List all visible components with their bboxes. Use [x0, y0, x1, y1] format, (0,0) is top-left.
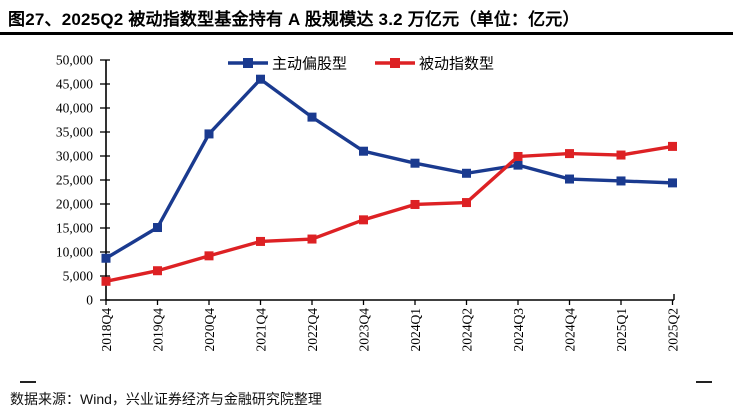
- x-axis-tick-label: 2019Q4: [151, 308, 166, 352]
- title-divider: [0, 32, 733, 35]
- x-axis-tick-label: 2024Q1: [408, 308, 423, 352]
- series-active-marker: [153, 223, 162, 233]
- series-passive-marker: [101, 276, 111, 286]
- series-active-marker: [204, 129, 214, 139]
- series-active-marker: [616, 176, 626, 186]
- x-axis-tick-label: 2024Q2: [460, 308, 475, 352]
- series-active-marker: [256, 74, 265, 84]
- legend-marker-swatch: [390, 58, 400, 68]
- y-axis-tick-label: 25,000: [56, 173, 93, 188]
- y-axis-tick-label: 35,000: [56, 125, 93, 140]
- series-active-marker: [513, 160, 523, 170]
- series-passive-marker: [204, 251, 214, 261]
- y-axis-tick-label: 45,000: [56, 77, 93, 92]
- chart-legend: 主动偏股型 被动指数型: [228, 56, 494, 73]
- series-passive-marker: [359, 215, 368, 225]
- series-passive-marker: [616, 150, 626, 160]
- x-axis: 2018Q4 2019Q4 2020Q4 2021Q4 2022Q4 2023Q4 2024…: [99, 300, 681, 352]
- data-source-note: 数据来源：Wind，兴业证券经济与金融研究院整理: [10, 391, 322, 407]
- figure-title: 图27、2025Q2 被动指数型基金持有 A 股规模达 3.2 万亿元（单位：亿…: [8, 10, 580, 29]
- x-axis-tick-label: 2021Q4: [254, 308, 269, 352]
- y-axis-tick-label: 20,000: [56, 197, 93, 212]
- series-passive-line: [105, 144, 673, 283]
- y-axis-tick-label: 10,000: [56, 245, 93, 260]
- y-axis-tick-label: 15,000: [56, 221, 93, 236]
- legend-label: 被动指数型: [419, 56, 494, 73]
- series-passive-marker: [410, 199, 420, 209]
- x-axis-tick-label: 2025Q1: [614, 308, 629, 352]
- x-axis-tick-label: 2022Q4: [305, 308, 320, 352]
- series-active-marker: [101, 253, 111, 263]
- series-passive-marker: [462, 198, 471, 208]
- line-chart: 0 5,000 10,000 15,000 20,000 25,000 30,000 35,0…: [56, 53, 681, 352]
- x-axis-tick-label: 2025Q2: [666, 308, 681, 352]
- y-axis-tick-label: 40,000: [56, 101, 93, 116]
- series-passive-marker: [565, 149, 574, 159]
- legend-item-active: 主动偏股型: [228, 56, 347, 73]
- y-axis-tick-label: 0: [86, 293, 93, 308]
- series-active-marker: [565, 174, 574, 184]
- y-axis: 0 5,000 10,000 15,000 20,000 25,000 30,000 35,0…: [56, 53, 110, 308]
- series-passive-marker: [153, 266, 162, 276]
- x-axis-tick-label: 2023Q4: [357, 308, 372, 352]
- y-axis-tick-label: 5,000: [63, 269, 94, 284]
- y-axis-tick-label: 50,000: [56, 53, 93, 68]
- series-passive-marker: [307, 234, 317, 244]
- series-active-marker: [668, 178, 677, 188]
- legend-item-passive: 被动指数型: [375, 56, 494, 73]
- y-axis-tick-label: 30,000: [56, 149, 93, 164]
- x-axis-tick-label: 2024Q4: [563, 308, 578, 352]
- legend-label: 主动偏股型: [272, 56, 347, 73]
- series-active-marker: [307, 112, 317, 122]
- series-passive: [101, 141, 677, 286]
- series-active-line: [105, 76, 673, 260]
- x-axis-tick-label: 2024Q3: [511, 308, 526, 352]
- footer-divider-right-dash: [696, 381, 712, 383]
- series-passive-marker: [513, 151, 523, 161]
- series-active: [101, 74, 677, 263]
- series-active-marker: [359, 146, 368, 156]
- series-active-marker: [410, 158, 420, 168]
- series-passive-marker: [256, 236, 265, 246]
- legend-marker-swatch: [243, 58, 253, 68]
- x-axis-tick-label: 2020Q4: [202, 308, 217, 352]
- footer-divider-left-dash: [20, 381, 36, 383]
- series-active-marker: [462, 168, 471, 178]
- series-passive-marker: [668, 141, 677, 151]
- x-axis-tick-label: 2018Q4: [99, 308, 114, 352]
